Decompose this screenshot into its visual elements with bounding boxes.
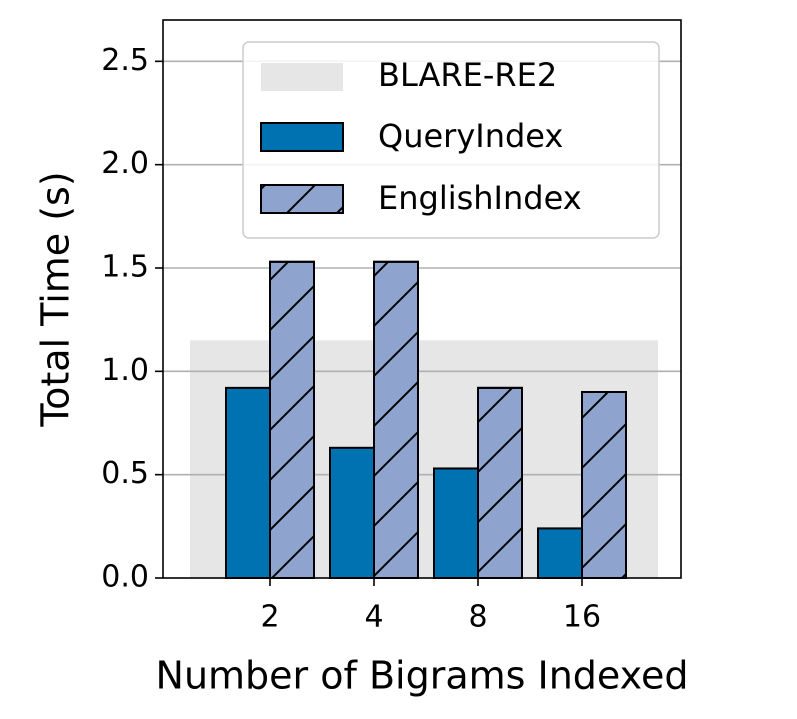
x-tick-label: 8 [468, 600, 487, 635]
legend-label-englishindex: EnglishIndex [378, 179, 582, 217]
bar-queryindex-8 [433, 467, 479, 580]
y-tick-label: 2.5 [101, 43, 149, 78]
y-tick-label: 2.0 [101, 146, 149, 181]
y-tick-label: 0.0 [101, 560, 149, 595]
y-tick-label: 0.5 [101, 456, 149, 491]
y-tick-label: 1.5 [101, 250, 149, 285]
bar-queryindex-4 [329, 446, 375, 579]
bar-hatch-englishindex-4 [373, 260, 419, 579]
legend-label-blare-re2: BLARE-RE2 [378, 56, 557, 94]
legend-swatch-blare-re2 [261, 63, 343, 91]
y-axis-title: Total Time (s) [34, 171, 78, 427]
x-axis: 2 4 8 16 [260, 578, 601, 635]
x-tick-label: 2 [260, 600, 279, 635]
legend-swatch-englishindex-hatch [260, 184, 344, 214]
x-axis-title: Number of Bigrams Indexed [156, 654, 689, 698]
legend-box [242, 41, 660, 239]
bar-hatch-englishindex-2 [269, 260, 315, 579]
bar-hatch-englishindex-16 [581, 391, 627, 579]
legend-label-queryindex: QueryIndex [378, 117, 563, 155]
y-tick-label: 1.0 [101, 353, 149, 388]
legend: BLARE-RE2 QueryIndex EnglishIndex [242, 41, 660, 239]
legend-swatch-queryindex [260, 122, 344, 152]
bar-queryindex-2 [225, 386, 271, 579]
bar-queryindex-16 [537, 527, 583, 580]
x-tick-label: 16 [563, 600, 601, 635]
plot-frame [162, 19, 682, 579]
y-axis: 0.0 0.5 1.0 1.5 2.0 2.5 [101, 43, 163, 595]
bar-hatch-englishindex-8 [477, 386, 523, 579]
x-tick-label: 4 [364, 600, 383, 635]
plot-area [162, 19, 682, 580]
